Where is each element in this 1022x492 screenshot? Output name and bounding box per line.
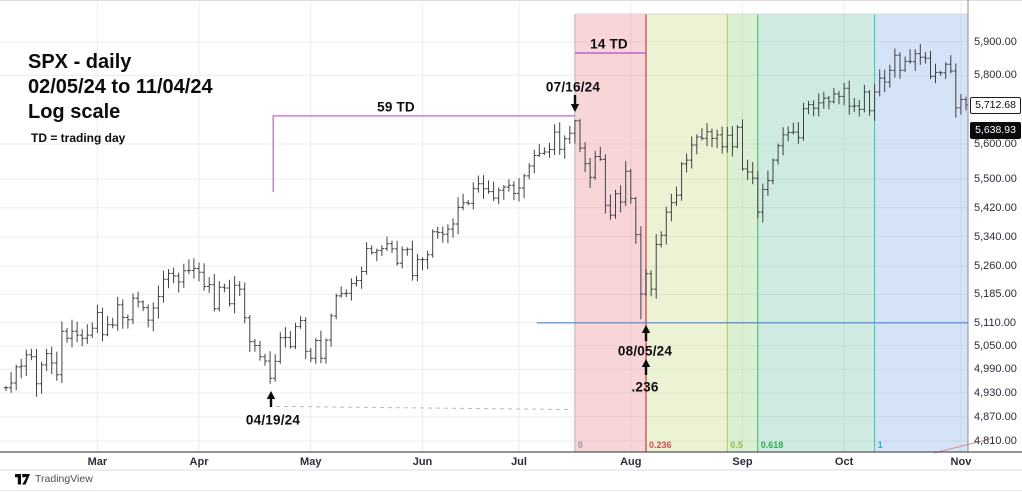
price-axis-label: 5,110.00 — [974, 316, 1017, 329]
title-scale: Log scale — [28, 101, 121, 123]
title-symbol: SPX - daily — [28, 51, 132, 73]
annotation-59td: 59 TD — [377, 99, 415, 115]
ohlc-bars — [3, 43, 969, 397]
chart-title: SPX - daily 02/05/24 to 11/04/24 Log sca… — [28, 50, 213, 125]
month-axis-label: Oct — [834, 456, 854, 468]
dashed-trendline[interactable] — [276, 405, 573, 411]
price-axis-label: 4,990.00 — [974, 363, 1017, 376]
tradingview-brand-text: TradingView — [35, 473, 93, 485]
title-daterange: 02/05/24 to 11/04/24 — [28, 76, 213, 98]
month-axis-label: Aug — [620, 456, 642, 468]
month-axis-label: Jul — [511, 456, 527, 468]
annotation-arrow — [266, 391, 276, 407]
fib-zone — [646, 14, 728, 452]
annotation-peak-date: 07/16/24 — [545, 79, 601, 95]
fib-level-label: 0.5 — [730, 440, 743, 450]
price-axis-label: 5,340.00 — [974, 230, 1017, 243]
price-axis-label: 5,050.00 — [974, 339, 1017, 352]
fib-level-label: 0.618 — [761, 440, 784, 450]
price-tag-level: 5,638.93 — [970, 122, 1021, 140]
month-axis-label: Nov — [950, 456, 972, 468]
fib-zone — [874, 14, 968, 452]
fib-level-label: 1 — [878, 440, 883, 450]
td-definition-note: TD = trading day — [31, 131, 126, 145]
annotation-april-low-date: 04/19/24 — [245, 412, 301, 428]
price-tag-last: 5,712.68 — [970, 97, 1021, 115]
price-axis-label: 4,810.00 — [974, 435, 1017, 447]
price-axis-label: 5,500.00 — [974, 173, 1017, 186]
price-axis-label: 4,930.00 — [974, 386, 1017, 399]
month-axis-label: Mar — [87, 456, 108, 468]
fib-zone — [574, 14, 647, 452]
fib-level-label: 0.236 — [649, 440, 672, 450]
annotation-fib-236: .236 — [631, 379, 659, 395]
tradingview-watermark[interactable]: TradingView — [15, 473, 93, 485]
price-axis-label: 5,260.00 — [974, 260, 1017, 273]
price-axis-label: 5,800.00 — [974, 69, 1017, 82]
month-axis-label: May — [300, 456, 322, 468]
tradingview-logo-icon — [15, 473, 30, 484]
fib-level-label: 0 — [578, 440, 583, 450]
annotation-arrow — [570, 95, 580, 112]
month-axis-label: Sep — [732, 456, 753, 468]
annotation-arrow — [641, 359, 651, 375]
price-axis-label: 5,900.00 — [974, 36, 1017, 48]
price-axis-label: 5,600.00 — [974, 137, 1017, 150]
price-axis-label: 4,870.00 — [974, 410, 1017, 423]
price-axis-label: 5,420.00 — [974, 201, 1017, 214]
annotation-arrow — [641, 325, 651, 341]
red-trendline[interactable] — [933, 438, 991, 454]
annotation-low-date: 08/05/24 — [617, 343, 673, 359]
month-axis-label: Jun — [412, 456, 433, 468]
fib-zone — [757, 14, 875, 452]
month-axis-label: Apr — [189, 456, 209, 468]
annotation-14td: 14 TD — [590, 36, 628, 52]
bracket-59td-line[interactable] — [272, 115, 575, 192]
fib-zone — [727, 14, 758, 452]
price-axis-label: 5,185.00 — [974, 288, 1017, 301]
